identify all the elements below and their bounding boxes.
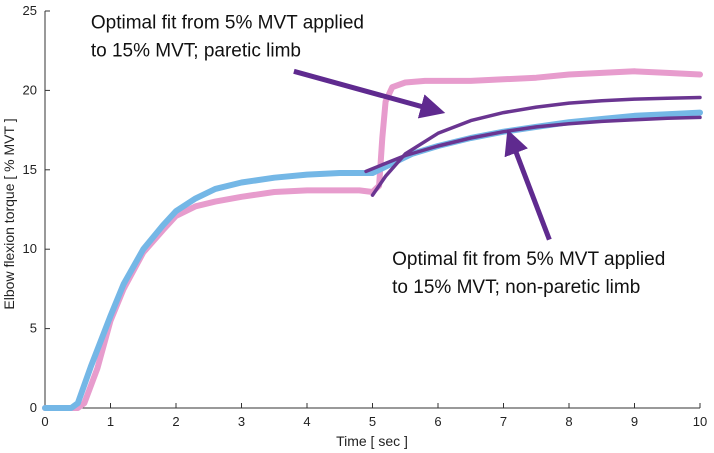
x-tick-label: 0 — [41, 414, 48, 429]
x-tick-label: 6 — [434, 414, 441, 429]
x-tick-label: 7 — [500, 414, 507, 429]
plot-area: 0 1 2 3 4 5 6 7 8 9 10 0 5 10 15 20 25 Optimal fit from 5… — [23, 3, 708, 429]
x-tick-label: 9 — [631, 414, 638, 429]
annotation-text: to 15% MVT; paretic limb — [91, 40, 301, 61]
y-axis-label: Elbow flexion torque [ % MVT ] — [1, 118, 17, 309]
x-tick-label: 8 — [565, 414, 572, 429]
annotation-arrow — [504, 129, 552, 241]
y-tick-label: 25 — [23, 3, 37, 18]
y-tick-label: 10 — [23, 241, 37, 256]
y-tick-label: 20 — [23, 82, 37, 97]
x-tick-label: 3 — [238, 414, 245, 429]
x-axis-label: Time [ sec ] — [336, 433, 408, 449]
annotation-arrow — [293, 68, 446, 119]
x-tick-label: 10 — [693, 414, 707, 429]
annotation-text: Optimal fit from 5% MVT applied — [392, 249, 665, 270]
series-line-4 — [364, 115, 702, 174]
x-tick-label: 4 — [303, 414, 310, 429]
x-tick-label: 5 — [369, 414, 376, 429]
x-tick-label: 2 — [172, 414, 179, 429]
annotation-text: Optimal fit from 5% MVT applied — [91, 12, 364, 33]
y-tick-label: 15 — [23, 162, 37, 177]
y-tick-label: 5 — [30, 321, 37, 336]
x-tick-label: 1 — [107, 414, 114, 429]
y-tick-label: 0 — [30, 400, 37, 415]
annotation-text: to 15% MVT; non-paretic limb — [392, 277, 640, 298]
